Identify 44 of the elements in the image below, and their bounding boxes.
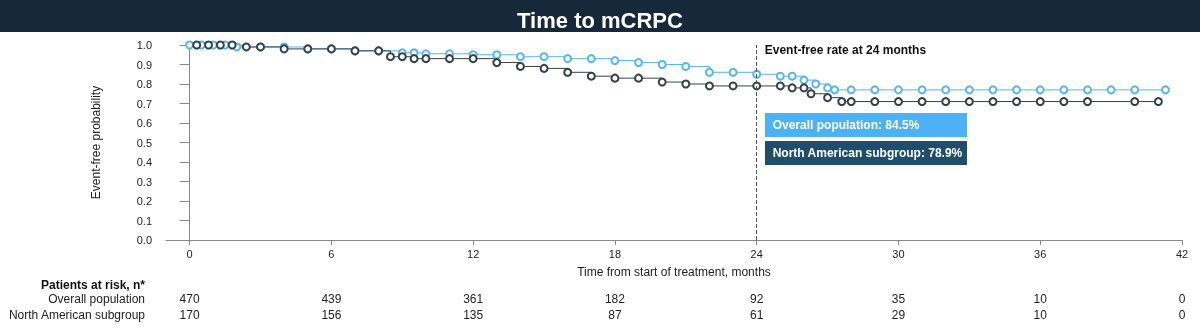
text: 10 (1033, 292, 1048, 306)
text: 10 (1033, 308, 1048, 322)
callout-box: Overall population: 84.5% (764, 113, 967, 137)
y-tick-label: 0.2 (136, 195, 152, 207)
x-tick-label: 42 (1175, 247, 1189, 260)
x-tick-label: 0 (186, 247, 193, 260)
x-tick-label: 24 (750, 247, 763, 260)
text: 135 (463, 308, 484, 322)
ref-line-label: Event-free rate at 24 months (764, 43, 927, 57)
y-tick-label: 0.3 (136, 175, 152, 188)
text: 156 (321, 308, 342, 322)
text: 29 (891, 308, 906, 322)
x-tick-label: 6 (328, 247, 335, 260)
y-tick-label: 0.5 (136, 136, 152, 149)
text: Overall population (48, 292, 145, 306)
x-axis-title: Time from start of treatment, months (577, 265, 771, 279)
text: 61 (750, 308, 764, 322)
x-tick-label: 36 (1034, 247, 1047, 260)
text: 170 (179, 308, 200, 322)
text: North American subgroup (8, 308, 146, 322)
text: 0 (1178, 292, 1186, 306)
callout-box: North American subgroup: 78.9% (764, 141, 967, 165)
x-tick-label: 18 (608, 247, 622, 260)
text: Patients at risk, n* (40, 278, 146, 292)
y-tick-label: 0.4 (136, 156, 152, 168)
text: 439 (321, 292, 342, 306)
text: 87 (608, 308, 622, 322)
x-tick-label: 30 (892, 247, 905, 260)
y-tick-label: 1.0 (136, 39, 152, 51)
text: 361 (463, 292, 484, 306)
text: 470 (179, 292, 200, 306)
text: 0 (1178, 308, 1186, 322)
chart-title: Time to mCRPC (517, 7, 684, 33)
text: 35 (891, 292, 906, 306)
text: 182 (604, 292, 626, 306)
y-tick-label: 0.1 (136, 214, 152, 227)
y-axis-title: Event-free probability (89, 85, 103, 200)
y-tick-label: 0.8 (136, 78, 152, 90)
y-tick-label: 0.6 (136, 117, 152, 129)
y-tick-label: 0.7 (136, 97, 152, 110)
y-tick-label: 0.9 (136, 58, 152, 71)
x-tick-label: 12 (467, 247, 480, 260)
text: 92 (750, 292, 764, 306)
y-tick-label: 0.0 (136, 234, 152, 246)
